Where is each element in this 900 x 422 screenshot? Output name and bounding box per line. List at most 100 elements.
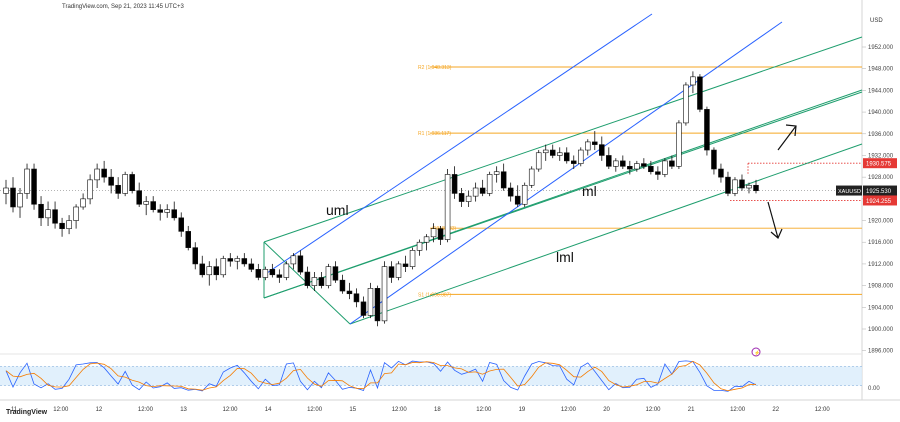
candle-body <box>24 168 30 194</box>
candle-body <box>129 174 135 192</box>
candle-body <box>108 176 114 186</box>
oscillator-band <box>0 366 862 386</box>
candle-body <box>157 209 163 213</box>
candle-body <box>101 168 107 178</box>
candle-body <box>388 266 395 278</box>
candle-body <box>220 258 227 276</box>
blue-channel-upper <box>263 13 653 276</box>
candle-body <box>318 277 325 286</box>
candle-body <box>549 149 556 156</box>
candle-body <box>627 166 633 170</box>
candle-body <box>290 255 297 265</box>
pivot-level-label: S1 (1,906.387) <box>418 292 451 298</box>
candle-body <box>739 179 745 189</box>
candle-body <box>31 168 37 205</box>
candle-body <box>248 263 255 270</box>
candle-body <box>592 141 598 145</box>
candle-body <box>150 201 156 210</box>
pivot-level-label: (1918.583) <box>432 226 457 232</box>
y-tick-label: 1920.000 <box>868 219 894 225</box>
candle-body <box>360 301 367 316</box>
candle-body <box>655 171 661 175</box>
chart-source-line: TradingView.com, Sep 21, 2023 11:45 UTC+… <box>62 4 184 10</box>
y-tick-label: 1904.000 <box>868 305 894 311</box>
oscillator-zero-label: 0.00 <box>868 386 880 392</box>
candle-body <box>164 209 170 213</box>
candle-body <box>634 163 640 170</box>
symbol-tag-bg <box>836 185 862 196</box>
event-marker-glyph: ⚡ <box>754 350 760 357</box>
candle-body <box>192 247 199 265</box>
y-tick-label: 1944.000 <box>868 88 894 94</box>
pivot-level-label: R2 (1,948.313) <box>418 65 452 71</box>
candle-body <box>59 222 65 229</box>
x-tick-label: 13 <box>180 407 187 413</box>
candle-body <box>178 217 184 232</box>
channel-label: ml <box>582 183 597 199</box>
upper-median-line <box>263 36 863 243</box>
candle-body <box>563 152 570 162</box>
candle-body <box>507 187 514 197</box>
arrow-up-icon <box>777 124 797 151</box>
candle-body <box>528 168 535 186</box>
candle-body <box>332 266 339 281</box>
candle-body <box>585 141 591 151</box>
x-tick-label: 12:00 <box>307 407 323 413</box>
candle-body <box>185 231 191 248</box>
symbol-tag: XAUUSD <box>838 189 861 195</box>
candle-body <box>690 76 696 86</box>
candle-body <box>641 163 647 167</box>
x-tick-label: 12:00 <box>53 407 69 413</box>
oscillator-d-line <box>5 360 757 392</box>
candle-body <box>304 271 311 286</box>
candle-body <box>599 144 605 156</box>
candle-body <box>423 236 430 243</box>
candle-body <box>669 160 675 167</box>
candle-body <box>571 160 577 164</box>
x-tick-label: 11 <box>11 407 18 413</box>
last-price-tag-bg <box>863 185 897 196</box>
candle-body <box>199 263 206 276</box>
candle-body <box>472 187 479 197</box>
channel-label: uml <box>326 202 349 218</box>
x-tick-label: 12:00 <box>561 407 577 413</box>
x-tick-label: 19 <box>519 407 526 413</box>
candle-body <box>17 193 23 208</box>
candle-body <box>500 171 507 189</box>
candle-body <box>45 209 51 219</box>
candle-body <box>339 279 346 292</box>
candle-body <box>521 184 528 205</box>
candle-body <box>283 263 290 278</box>
y-tick-label: 1932.000 <box>868 153 894 159</box>
x-tick-label: 14 <box>265 407 272 413</box>
upper-box-price-tag: 1930.575 <box>866 162 892 168</box>
candle-body <box>325 266 332 286</box>
candle-body <box>718 168 724 178</box>
candle-body <box>353 293 360 303</box>
candle-body <box>683 84 689 124</box>
candle-body <box>430 228 437 238</box>
candle-body <box>711 149 717 170</box>
candle-body <box>606 155 612 167</box>
candle-body <box>171 209 177 219</box>
candle-body <box>255 269 262 278</box>
x-tick-label: 12:00 <box>730 407 746 413</box>
pivot-level-label: R1 (1,936.117) <box>418 131 451 137</box>
candle-body <box>381 266 388 322</box>
candle-body <box>115 184 121 194</box>
candle-body <box>80 198 86 208</box>
y-tick-label: 1896.000 <box>868 349 894 355</box>
x-tick-label: 12:00 <box>223 407 239 413</box>
currency-label: USD <box>870 18 883 24</box>
upper-box-price-tag-bg <box>863 158 897 169</box>
candle-body <box>732 179 738 194</box>
candle-body <box>38 203 44 219</box>
x-tick-label: 12:00 <box>815 407 831 413</box>
candle-body <box>213 266 220 276</box>
candle-body <box>451 174 458 194</box>
candle-body <box>94 168 100 181</box>
candle-body <box>535 152 542 170</box>
candle-body <box>3 187 9 194</box>
event-marker-icon <box>751 347 761 357</box>
